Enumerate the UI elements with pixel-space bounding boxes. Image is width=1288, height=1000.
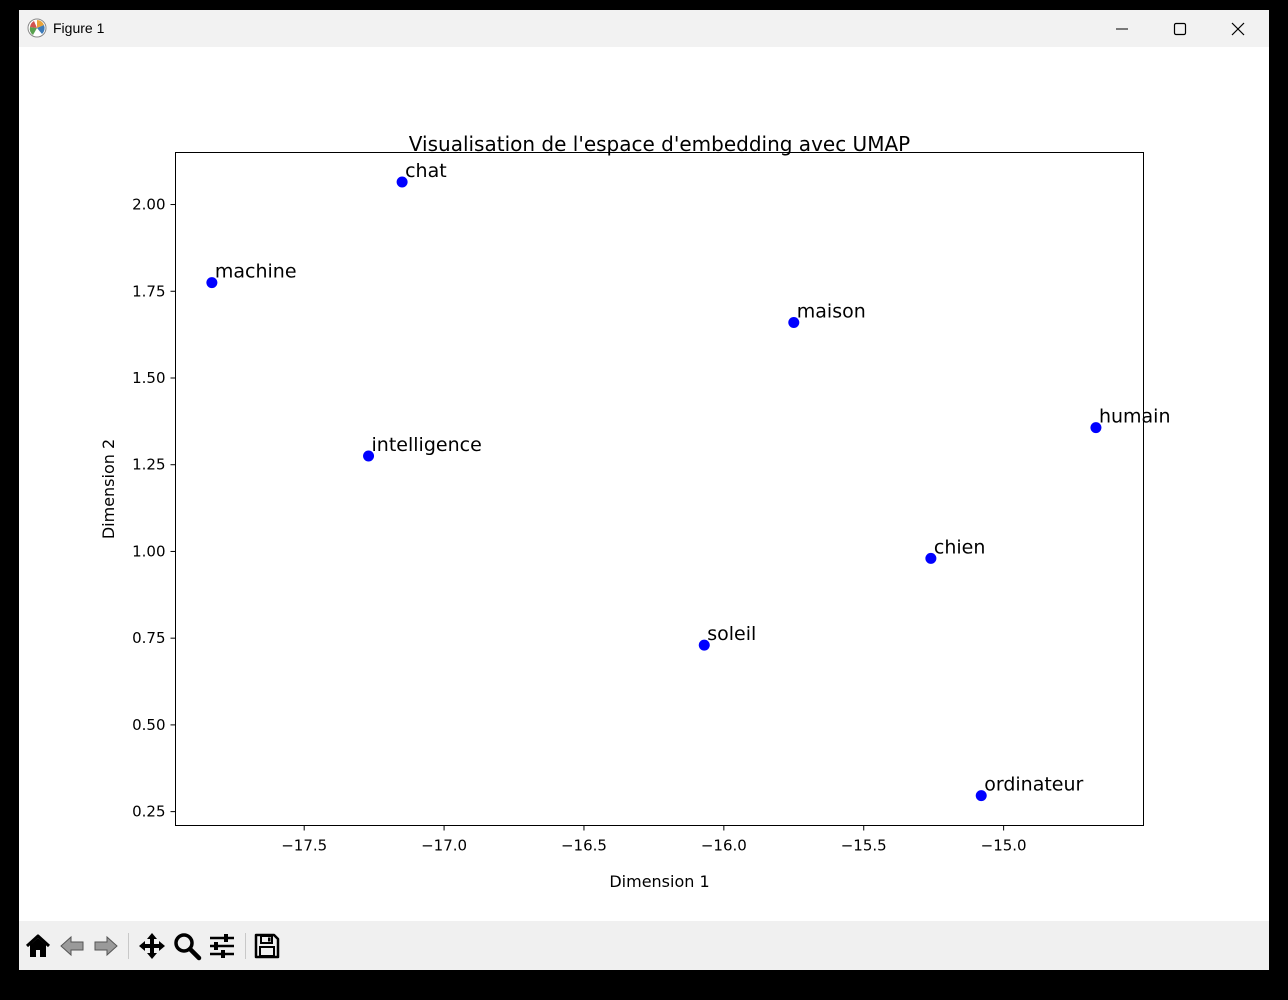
y-tick-label: 2.00 [132,196,165,214]
configure-subplots-button[interactable] [205,929,239,963]
point-label: chat [405,160,447,182]
maximize-button[interactable] [1151,10,1209,47]
data-point [363,450,375,462]
point-label: soleil [707,623,756,645]
figure-canvas[interactable]: Visualisation de l'espace d'embedding av… [19,47,1269,921]
home-button[interactable] [21,929,55,963]
zoom-button[interactable] [170,929,204,963]
data-point [925,552,937,564]
floppy-disk-icon [254,933,280,959]
figure-window: Figure 1 Visualisation de l'espace d'emb… [19,10,1269,970]
magnifier-icon [174,933,202,961]
x-tick-label: −15.5 [841,837,887,855]
home-icon [25,934,51,957]
y-tick-label: 0.25 [132,803,165,821]
y-tick-label: 0.75 [132,629,165,647]
y-axis-label: Dimension 2 [99,439,118,539]
y-tick-label: 1.75 [132,282,165,300]
x-tick-label: −15.0 [981,837,1027,855]
minimize-icon [1116,28,1128,29]
toolbar-separator [128,933,129,959]
scatter-chart: Visualisation de l'espace d'embedding av… [99,132,1171,891]
x-tick-label: −16.5 [561,837,607,855]
data-point [975,790,987,802]
x-tick-label: −16.0 [701,837,747,855]
data-point [1090,422,1102,434]
back-button[interactable] [55,929,89,963]
navigation-toolbar [19,921,1269,970]
title-bar[interactable]: Figure 1 [19,10,1269,47]
point-label: humain [1099,406,1171,428]
move-icon [139,933,165,959]
window-title: Figure 1 [53,20,105,36]
toolbar-separator [245,933,246,959]
point-label: intelligence [372,434,482,456]
y-tick-label: 1.50 [132,369,165,387]
data-point [206,277,218,289]
arrow-left-icon [60,935,84,957]
x-tick-label: −17.0 [421,837,467,855]
data-point [698,639,710,651]
point-label: ordinateur [984,774,1083,796]
save-button[interactable] [250,929,284,963]
x-axis-label: Dimension 1 [609,872,709,891]
maximize-icon [1173,22,1187,35]
x-tick-label: −17.5 [281,837,327,855]
pan-button[interactable] [135,929,169,963]
forward-button[interactable] [89,929,123,963]
matplotlib-logo-icon [27,18,47,38]
y-tick-label: 1.25 [132,456,165,474]
point-label: machine [215,261,297,283]
point-label: chien [934,536,986,558]
y-tick-label: 1.00 [132,542,165,560]
close-button[interactable] [1209,10,1267,47]
arrow-right-icon [94,935,118,957]
sliders-icon [210,934,234,958]
point-label: maison [797,300,866,322]
close-icon [1231,22,1245,35]
minimize-button[interactable] [1093,10,1151,47]
axes-frame [175,152,1144,826]
data-point [396,176,408,188]
data-point [788,316,800,328]
y-tick-label: 0.50 [132,716,165,734]
